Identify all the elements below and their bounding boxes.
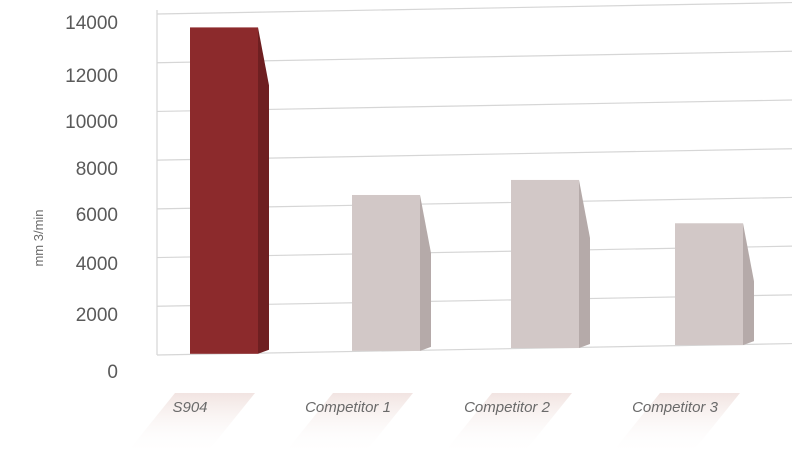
x-category-label: Competitor 3 bbox=[632, 399, 719, 416]
x-category-label: Competitor 2 bbox=[464, 399, 551, 416]
bar bbox=[675, 223, 754, 346]
grid-line bbox=[156, 1, 793, 15]
y-axis-ticks: 0 2000 4000 6000 8000 10000 12000 14000 bbox=[65, 13, 118, 383]
y-tick-label: 2000 bbox=[76, 305, 118, 326]
y-tick-label: 8000 bbox=[76, 159, 118, 180]
grid-line bbox=[156, 342, 793, 356]
label-shadow bbox=[283, 393, 413, 455]
x-category-label: Competitor 1 bbox=[305, 399, 391, 416]
label-shadow bbox=[610, 393, 740, 455]
y-tick-label: 14000 bbox=[65, 13, 118, 34]
bar bbox=[352, 194, 431, 351]
x-category-label: S904 bbox=[172, 399, 207, 416]
y-tick-label: 0 bbox=[107, 362, 118, 383]
y-tick-label: 6000 bbox=[76, 205, 118, 226]
y-tick-label: 10000 bbox=[65, 112, 118, 133]
label-shadow bbox=[125, 393, 255, 455]
y-tick-label: 12000 bbox=[65, 66, 118, 87]
x-axis-labels: S904 Competitor 1 Competitor 2 Competitor 3 bbox=[172, 399, 718, 416]
label-shadows bbox=[125, 393, 740, 455]
bars bbox=[190, 27, 754, 354]
label-shadow bbox=[442, 393, 572, 455]
y-tick-label: 4000 bbox=[76, 254, 118, 275]
y-axis-title: mm 3/min bbox=[31, 209, 46, 266]
bar bbox=[190, 27, 269, 354]
bar bbox=[511, 179, 590, 349]
